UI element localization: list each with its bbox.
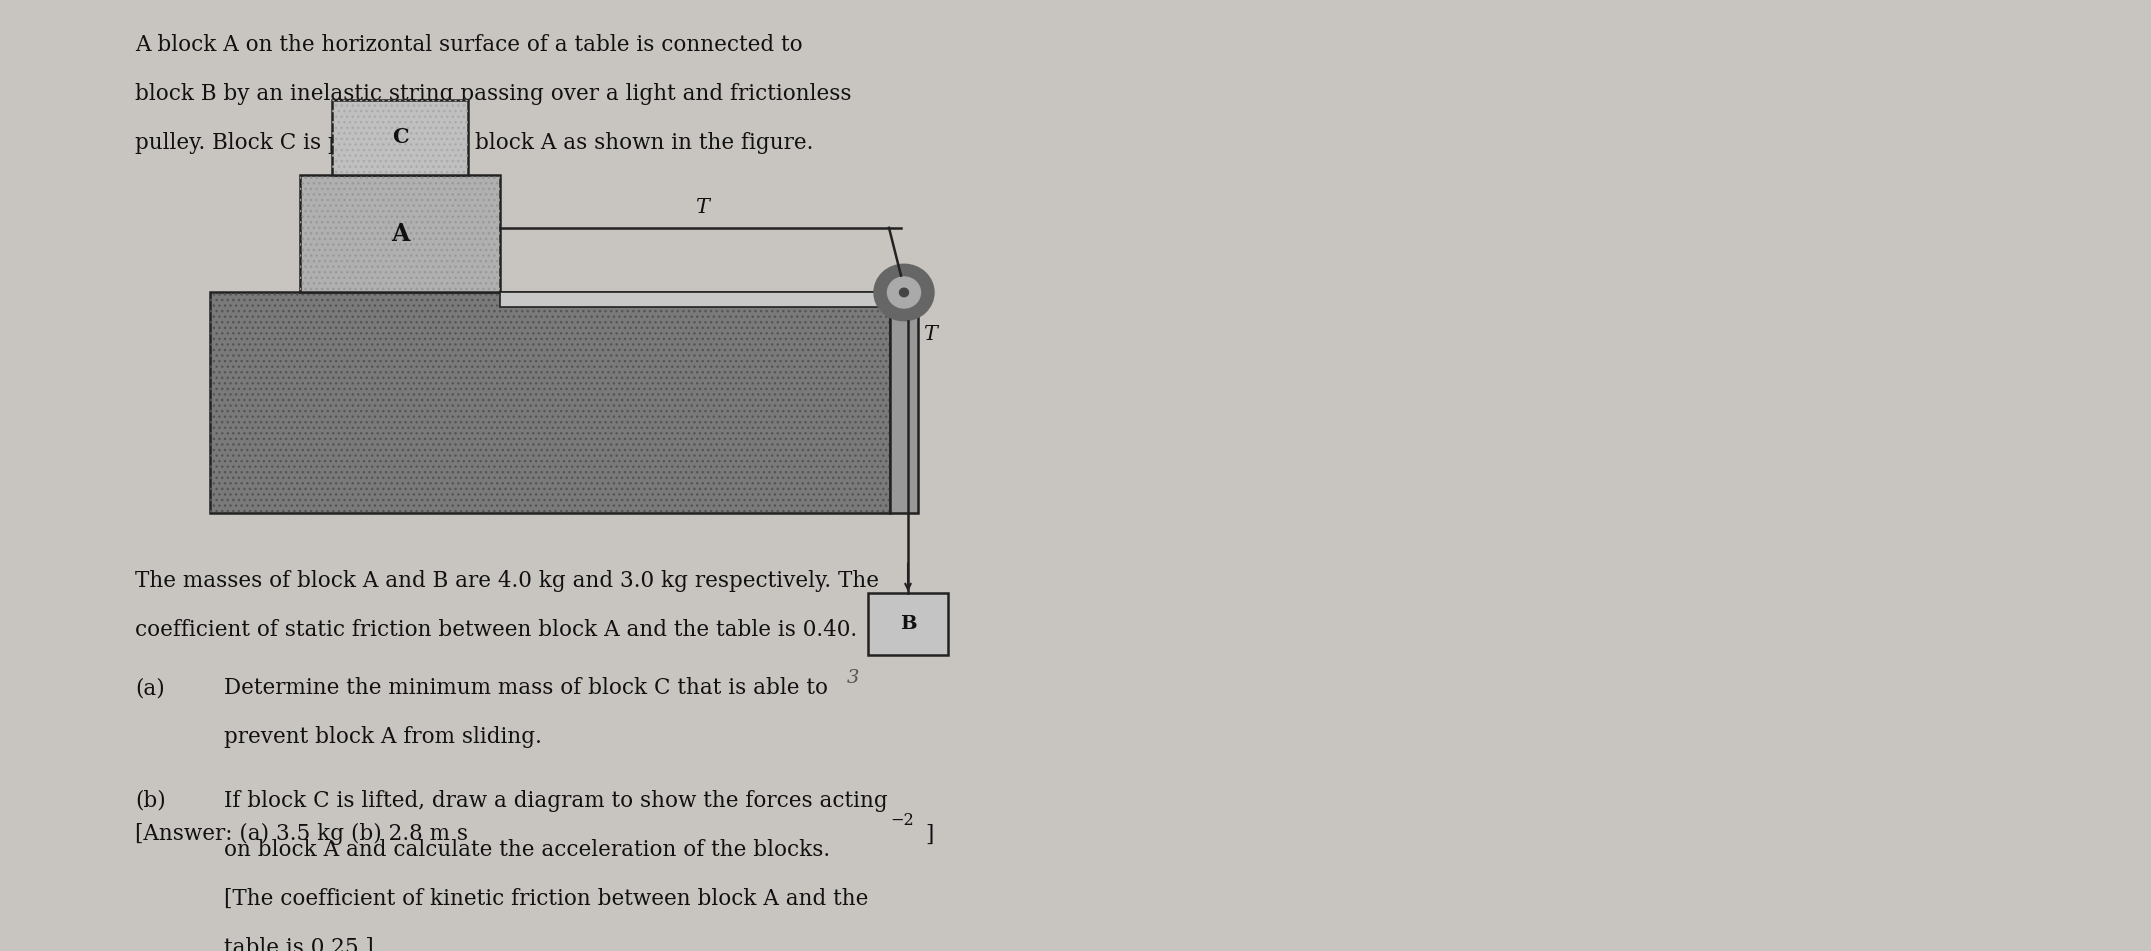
Text: (b): (b) [136,790,166,812]
Text: [The coefficient of kinetic friction between block A and the: [The coefficient of kinetic friction bet… [224,888,869,910]
Text: on block A and calculate the acceleration of the blocks.: on block A and calculate the acceleratio… [224,839,830,861]
Bar [299,175,499,293]
Text: block B by an inelastic string passing over a light and frictionless: block B by an inelastic string passing o… [136,83,852,105]
Text: A: A [391,222,409,245]
Bar [891,293,918,514]
Text: Determine the minimum mass of block C that is able to: Determine the minimum mass of block C th… [224,677,828,700]
Text: If block C is lifted, draw a diagram to show the forces acting: If block C is lifted, draw a diagram to … [224,790,888,812]
Text: C: C [391,127,409,147]
Text: B: B [899,615,916,633]
Bar [333,100,467,175]
Text: T: T [695,198,710,217]
Circle shape [899,288,908,297]
Circle shape [888,277,921,308]
Bar [869,593,949,654]
Text: pulley. Block C is put on top of block A as shown in the figure.: pulley. Block C is put on top of block A… [136,131,813,154]
Text: 3: 3 [847,669,858,687]
Bar [333,100,467,175]
Text: [Answer: (a) 3.5 kg (b) 2.8 m s: [Answer: (a) 3.5 kg (b) 2.8 m s [136,824,469,845]
Text: −2: −2 [891,811,914,828]
Circle shape [873,264,934,320]
Text: A block A on the horizontal surface of a table is connected to: A block A on the horizontal surface of a… [136,34,802,56]
Text: table is 0.25.]: table is 0.25.] [224,937,374,951]
Text: coefficient of static friction between block A and the table is 0.40.: coefficient of static friction between b… [136,619,856,641]
Bar [211,293,891,514]
Text: prevent block A from sliding.: prevent block A from sliding. [224,727,542,748]
Text: T: T [923,325,938,344]
Text: The masses of block A and B are 4.0 kg and 3.0 kg respectively. The: The masses of block A and B are 4.0 kg a… [136,570,880,592]
Bar [299,175,499,293]
Bar [211,293,891,514]
Bar [499,293,895,306]
Text: ]: ] [925,824,934,845]
Text: (a): (a) [136,677,166,700]
